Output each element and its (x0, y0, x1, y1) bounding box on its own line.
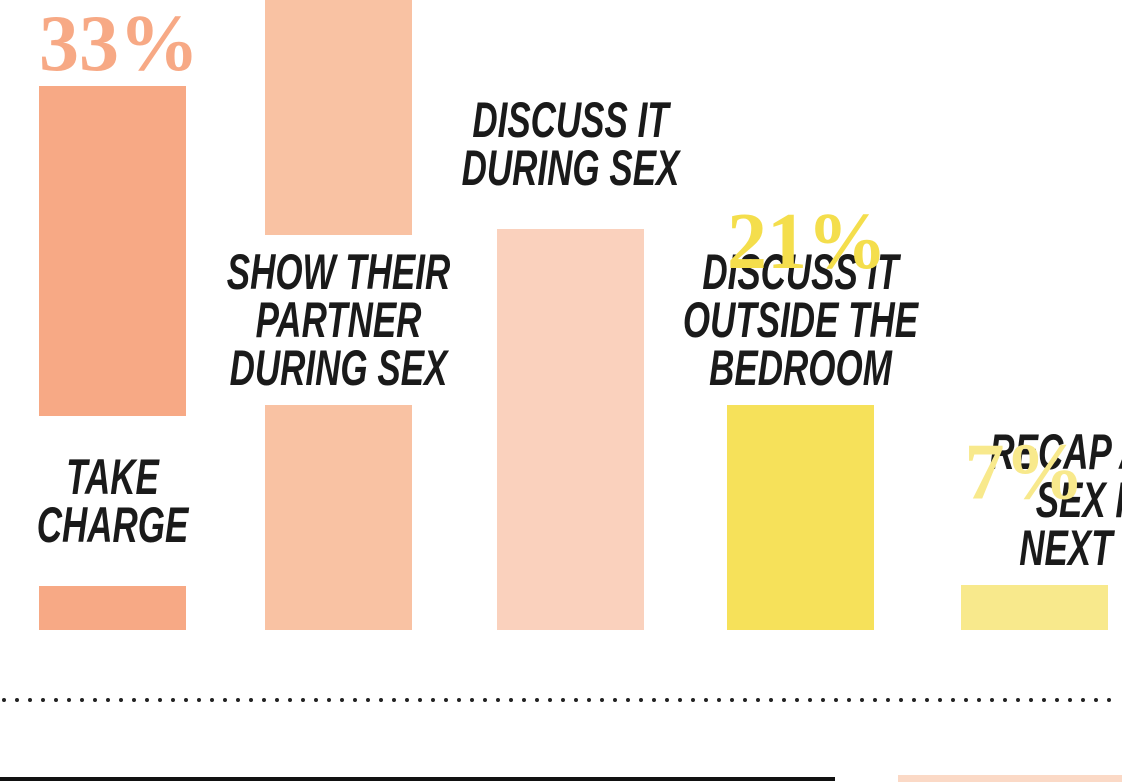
label-gap (263, 235, 414, 405)
category-label: RECAP AFTER (989, 425, 1122, 481)
category-label: DISCUSS IT (702, 245, 901, 301)
value-label: 21% (727, 198, 887, 286)
label-gap (725, 235, 876, 405)
category-label: TAKE (66, 450, 160, 506)
category-label: DURING SEX (462, 141, 682, 197)
category-label: OUTSIDE THE (683, 293, 919, 349)
category-label: SEX FOR (1036, 473, 1122, 529)
label-gap (495, 59, 646, 229)
category-label: DURING SEX (230, 341, 450, 397)
category-label: DISCUSS IT (472, 93, 671, 149)
label-gap (959, 415, 1110, 585)
category-label: BEDROOM (709, 341, 893, 397)
category-label: CHARGE (37, 498, 190, 554)
category-label: PARTNER (256, 293, 422, 349)
label-gap (37, 416, 188, 586)
category-label: NEXT TIME (1019, 521, 1122, 577)
footer-block (898, 775, 1122, 782)
category-label: SHOW THEIR (227, 245, 451, 301)
value-label: 33% (39, 0, 199, 88)
value-label: 7% (965, 429, 1085, 517)
